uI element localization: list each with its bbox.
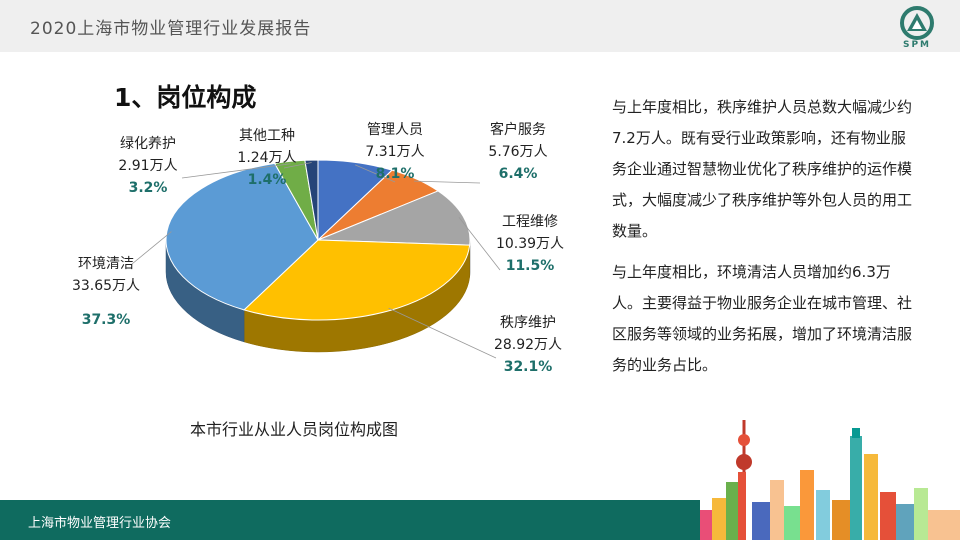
spm-logo: SPM xyxy=(896,6,938,50)
slice-percent-label: 11.5% xyxy=(506,258,555,274)
description-text: 与上年度相比，秩序维护人员总数大幅减少约7.2万人。既有受行业政策影响，还有物业… xyxy=(612,92,912,391)
leader-line xyxy=(132,232,171,264)
pie-chart-svg: 管理人员 7.31万人 8.1% 客户服务 5.76万人 6.4% 工程维修 10.39万人 1… xyxy=(60,110,600,410)
slice-percent-label: 1.4% xyxy=(248,172,287,188)
footer-text: 上海市物业管理行业协会 xyxy=(28,512,171,531)
slice-percent-label: 8.1% xyxy=(376,166,415,182)
slice-name-label: 管理人员 xyxy=(367,122,423,138)
slice-value-label: 28.92万人 xyxy=(494,337,562,353)
slice-percent-label: 6.4% xyxy=(499,166,538,182)
logo-text: SPM xyxy=(896,40,938,50)
slice-value-label: 1.24万人 xyxy=(237,150,296,166)
footer-bar: 上海市物业管理行业协会 xyxy=(0,500,700,540)
slice-name-label: 秩序维护 xyxy=(500,315,556,331)
slice-value-label: 33.65万人 xyxy=(72,278,140,294)
slice-percent-label: 32.1% xyxy=(504,359,553,375)
slice-value-label: 7.31万人 xyxy=(365,144,424,160)
slice-name-label: 绿化养护 xyxy=(120,136,176,152)
section-title: 1、岗位构成 xyxy=(114,78,256,114)
slice-name-label: 工程维修 xyxy=(502,214,558,230)
slice-value-label: 5.76万人 xyxy=(488,144,547,160)
slice-percent-label: 37.3% xyxy=(82,312,131,328)
slice-value-label: 10.39万人 xyxy=(496,236,564,252)
spm-logo-icon xyxy=(896,6,938,40)
slice-name-label: 其他工种 xyxy=(239,128,295,144)
chart-caption: 本市行业从业人员岗位构成图 xyxy=(190,416,398,440)
slice-percent-label: 3.2% xyxy=(129,180,168,196)
pie-chart: 管理人员 7.31万人 8.1% 客户服务 5.76万人 6.4% 工程维修 10.39万人 1… xyxy=(60,110,600,410)
slice-name-label: 客户服务 xyxy=(490,121,546,138)
slice-value-label: 2.91万人 xyxy=(118,158,177,174)
report-title: 2020上海市物业管理行业发展报告 xyxy=(30,14,311,39)
header-bar: 2020上海市物业管理行业发展报告 SPM xyxy=(0,0,960,52)
paragraph-security: 与上年度相比，秩序维护人员总数大幅减少约7.2万人。既有受行业政策影响，还有物业… xyxy=(612,92,912,247)
paragraph-cleaning: 与上年度相比，环境清洁人员增加约6.3万人。主要得益于物业服务企业在城市管理、社… xyxy=(612,257,912,381)
slice-name-label: 环境清洁 xyxy=(78,256,134,272)
city-skyline-illustration xyxy=(700,410,960,540)
